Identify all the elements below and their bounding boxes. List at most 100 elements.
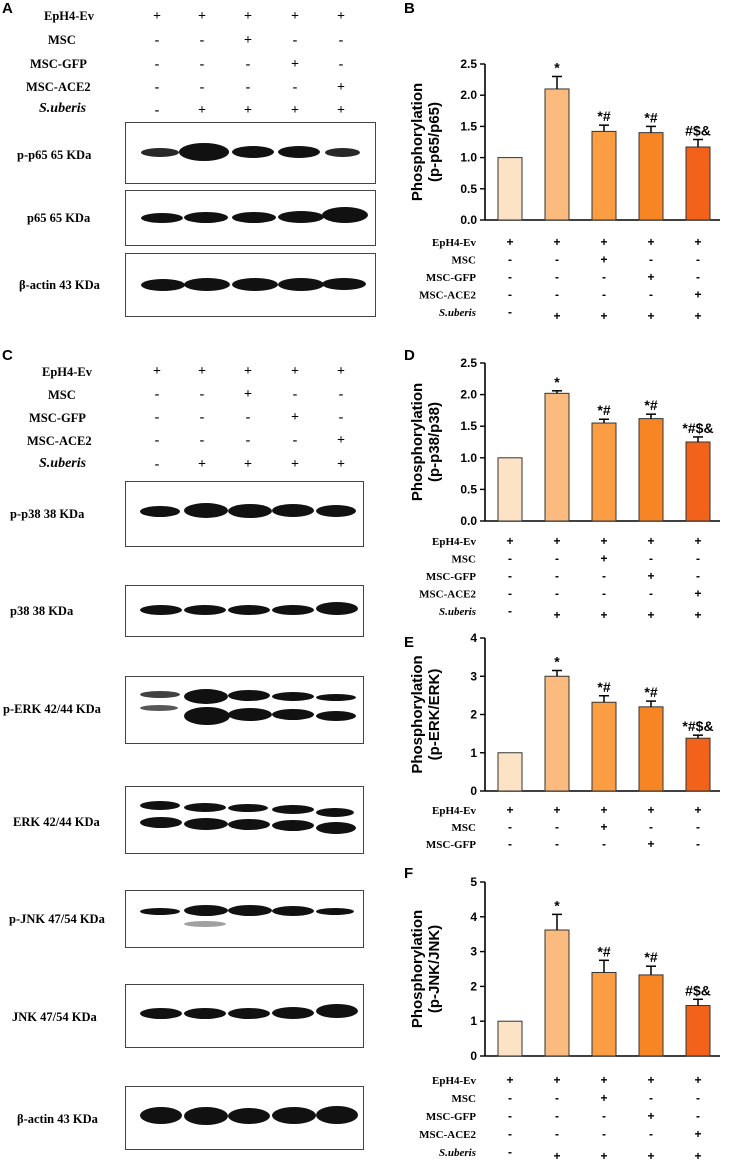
y-tick-label: 2: [470, 708, 477, 722]
blot-label-jnk: JNK 47/54 KDa: [12, 1010, 97, 1024]
condition-sign: -: [555, 552, 559, 566]
condition-row-label: S.uberis: [439, 307, 476, 319]
condition-row-label: EpH4-Ev: [432, 536, 477, 548]
blot-band: [140, 705, 178, 711]
blot-band: [141, 213, 183, 223]
blot-band: [272, 1007, 314, 1019]
blot-band: [228, 1108, 270, 1124]
condition-sign: -: [555, 270, 559, 284]
condition-sign: +: [647, 569, 654, 583]
condition-row-label: MSC-GFP: [426, 839, 476, 851]
condition-sign: -: [696, 837, 700, 851]
panel-letter-b: B: [404, 0, 415, 17]
condition-sign: +: [600, 608, 607, 620]
blot-band: [228, 708, 272, 721]
condition-sign: -: [508, 270, 512, 284]
blot-band: [184, 278, 230, 291]
condition-sign: -: [696, 253, 700, 267]
blot-label-p-p38: p-p38 38 KDa: [10, 507, 85, 521]
condition-sign: +: [647, 1073, 654, 1087]
blot-band: [316, 711, 356, 721]
significance-label: *#: [644, 949, 657, 965]
condition-sign: -: [696, 552, 700, 566]
blot-band: [322, 207, 368, 223]
blot-p65: [125, 190, 376, 246]
blot-band: [184, 707, 230, 725]
condition-sign: +: [647, 270, 654, 284]
sign-cell: -: [154, 410, 160, 425]
bar: [638, 974, 664, 1057]
condition-sign: +: [600, 253, 607, 267]
y-tick-label: 1.5: [460, 419, 477, 433]
blot-band: [272, 605, 314, 615]
condition-sign: -: [649, 1127, 653, 1141]
sign-cell: +: [337, 457, 345, 472]
blot-band: [140, 1008, 182, 1019]
sign-cell: -: [154, 387, 160, 402]
condition-sign: -: [508, 820, 512, 834]
blot-erk: [125, 786, 364, 854]
sign-cell: +: [198, 364, 206, 379]
condition-sign: -: [508, 569, 512, 583]
blot-label-p-p65: p-p65 65 KDa: [17, 148, 92, 162]
condition-sign: -: [555, 854, 559, 855]
condition-sign: -: [555, 1109, 559, 1123]
blot-band: [316, 908, 354, 915]
condition-sign: -: [555, 253, 559, 267]
significance-label: *#: [644, 684, 657, 700]
blot-band: [140, 908, 180, 915]
blot-band: [316, 808, 354, 817]
y-axis-label: Phosphorylation: [409, 383, 426, 501]
condition-sign: +: [694, 1127, 701, 1141]
condition-sign: -: [508, 587, 512, 601]
bar: [638, 418, 664, 522]
significance-label: *#: [644, 397, 657, 413]
blot-band: [184, 803, 226, 812]
bar: [591, 971, 617, 1057]
bar: [544, 88, 570, 221]
blot-band: [272, 906, 314, 916]
row-label-msc-gfp: MSC-GFP: [30, 57, 87, 71]
y-tick-label: 2.5: [460, 356, 477, 370]
blot-p-erk: [125, 676, 364, 744]
sign-cell: -: [199, 80, 205, 95]
condition-sign: -: [508, 837, 512, 851]
significance-label: *#$&: [682, 420, 713, 436]
blot-band: [140, 605, 182, 615]
condition-sign: +: [647, 235, 654, 249]
condition-sign: +: [694, 587, 701, 601]
bar: [497, 1020, 523, 1057]
condition-sign: -: [649, 820, 653, 834]
condition-sign: +: [694, 288, 701, 302]
condition-row-label: MSC: [452, 255, 477, 267]
blot-actin-a: [125, 253, 376, 317]
y-axis-label: (p-p65/p65): [426, 102, 443, 182]
significance-label: *#: [644, 109, 657, 125]
condition-sign: -: [696, 569, 700, 583]
condition-sign: +: [694, 235, 701, 249]
blot-band: [316, 602, 358, 615]
bar: [544, 929, 570, 1057]
sign-cell: +: [244, 103, 252, 118]
significance-label: *#: [597, 943, 610, 959]
blot-band: [184, 1107, 228, 1125]
y-axis-label: Phosphorylation: [409, 655, 426, 773]
bar: [638, 132, 664, 221]
condition-sign: -: [602, 837, 606, 851]
condition-sign: +: [553, 1073, 560, 1087]
y-tick-label: 3: [470, 945, 477, 959]
condition-sign: -: [649, 253, 653, 267]
blot-band: [184, 905, 228, 916]
y-tick-label: 4: [470, 631, 477, 645]
condition-sign: -: [555, 1127, 559, 1141]
condition-sign: -: [696, 1091, 700, 1105]
condition-sign: -: [602, 854, 606, 855]
blot-band: [141, 279, 185, 291]
panel-letter-e: E: [404, 634, 415, 651]
blot-band: [140, 506, 180, 517]
blot-band: [272, 709, 314, 720]
condition-sign: -: [602, 288, 606, 302]
bar: [497, 752, 523, 792]
blot-band: [228, 1008, 270, 1019]
sign-cell: -: [292, 387, 298, 402]
